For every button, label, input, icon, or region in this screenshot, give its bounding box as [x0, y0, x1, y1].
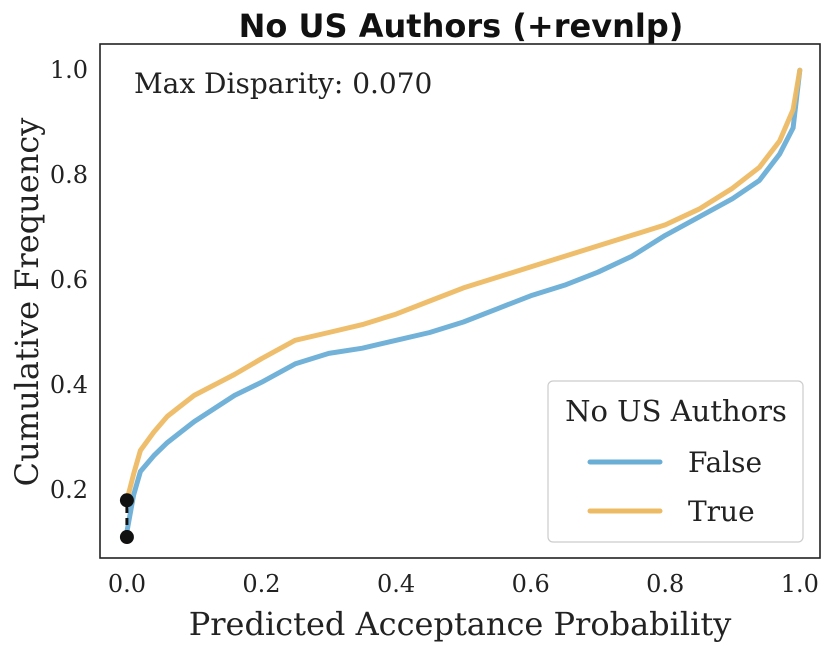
y-tick-labels: 0.2 0.4 0.6 0.8 1.0 — [50, 56, 88, 504]
legend: No US Authors False True — [547, 380, 804, 543]
legend-entries: False True — [587, 446, 762, 528]
x-tick-label: 0.4 — [377, 570, 415, 598]
x-tick-label: 1.0 — [781, 570, 819, 598]
legend-box — [547, 380, 804, 543]
x-tick-label: 0.6 — [512, 570, 550, 598]
x-tick-label: 0.8 — [646, 570, 684, 598]
x-tick-labels: 0.0 0.2 0.4 0.6 0.8 1.0 — [108, 570, 819, 598]
x-tick-label: 0.2 — [242, 570, 280, 598]
series-line-false — [124, 67, 803, 535]
plot-area-frame — [99, 43, 821, 559]
max-disparity-annotation: Max Disparity: 0.070 — [134, 67, 432, 100]
y-tick-label: 0.2 — [50, 476, 88, 504]
legend-label-true: True — [688, 495, 755, 528]
y-tick-label: 0.6 — [50, 266, 88, 294]
chart-title: No US Authors (+revnlp) — [239, 7, 684, 45]
disparity-point-high — [119, 493, 134, 508]
y-tick-label: 0.8 — [50, 161, 88, 189]
legend-title: No US Authors — [565, 394, 787, 428]
disparity-marker-layer — [119, 493, 134, 545]
series-layer — [124, 67, 803, 535]
y-tick-label: 1.0 — [50, 56, 88, 84]
series-line-true — [124, 67, 803, 503]
legend-label-false: False — [688, 446, 762, 479]
y-axis-label: Cumulative Frequency — [8, 118, 46, 487]
y-tick-label: 0.4 — [50, 371, 88, 399]
x-axis-label: Predicted Acceptance Probability — [189, 605, 732, 643]
x-tick-label: 0.0 — [108, 570, 146, 598]
disparity-point-low — [119, 530, 134, 545]
